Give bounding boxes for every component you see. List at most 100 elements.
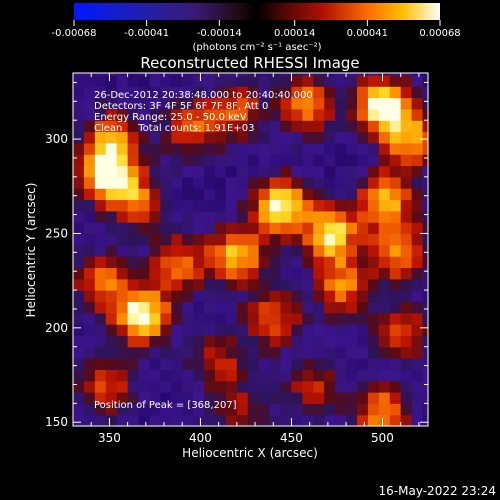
heatmap-cell: [193, 256, 205, 269]
heatmap-cell: [149, 335, 161, 348]
heatmap-cell: [225, 120, 238, 133]
heatmap-cell: [258, 414, 271, 427]
heatmap-cell: [346, 86, 358, 99]
heatmap-cell: [422, 278, 429, 291]
heatmap-cell: [94, 256, 107, 269]
heatmap-cell: [280, 278, 293, 291]
heatmap-cell: [193, 301, 205, 314]
heatmap-cell: [236, 142, 249, 155]
heatmap-cell: [346, 74, 358, 87]
heatmap-cell: [389, 290, 402, 303]
heatmap-cell: [116, 403, 129, 416]
heatmap-cell: [215, 74, 227, 87]
heatmap-cell: [280, 403, 293, 416]
heatmap-cell: [378, 222, 391, 235]
heatmap-cell: [171, 369, 183, 382]
heatmap-cell: [73, 131, 85, 144]
heatmap-cell: [357, 290, 369, 303]
heatmap-cell: [422, 301, 429, 314]
heatmap-cell: [182, 358, 194, 370]
heatmap-cell: [367, 256, 380, 269]
heatmap-cell: [400, 210, 413, 223]
heatmap-cell: [138, 278, 151, 291]
heatmap-cell: [269, 290, 282, 303]
heatmap-cell: [280, 120, 293, 133]
heatmap-cell: [269, 74, 282, 87]
heatmap-cell: [204, 86, 216, 99]
heatmap-cell: [247, 233, 260, 246]
heatmap-cell: [258, 165, 271, 178]
heatmap-cell: [204, 165, 216, 178]
heatmap-cell: [280, 108, 293, 121]
heatmap-cell: [313, 403, 325, 416]
heatmap-cell: [149, 380, 161, 393]
heatmap-cell: [105, 267, 118, 280]
heatmap-cell: [280, 346, 293, 359]
heatmap-cell: [73, 210, 85, 223]
heatmap-cell: [280, 86, 293, 99]
heatmap-cell: [204, 131, 216, 144]
heatmap-cell: [335, 414, 347, 427]
heatmap-cell: [182, 267, 194, 280]
heatmap-cell: [291, 392, 303, 404]
heatmap-cell: [94, 244, 107, 257]
heatmap-cell: [160, 414, 172, 427]
heatmap-cell: [422, 222, 429, 235]
heatmap-cell: [357, 414, 369, 427]
heatmap-cell: [367, 346, 380, 359]
heatmap-cell: [105, 142, 118, 155]
heatmap-cell: [160, 256, 172, 269]
heatmap-cell: [400, 256, 413, 269]
heatmap-cell: [83, 154, 96, 167]
heatmap-cell: [346, 199, 358, 212]
heatmap-cell: [225, 154, 238, 167]
heatmap-cell: [73, 74, 85, 87]
heatmap-cell: [367, 324, 380, 336]
heatmap-cell: [367, 267, 380, 280]
heatmap-cell: [258, 142, 271, 155]
heatmap-cell: [105, 188, 118, 201]
heatmap-cell: [335, 165, 347, 178]
heatmap-cell: [302, 414, 314, 427]
heatmap-cell: [236, 256, 249, 269]
heatmap-cell: [400, 74, 413, 87]
heatmap-cell: [105, 380, 118, 393]
heatmap-cell: [94, 97, 107, 110]
heatmap-cell: [280, 233, 293, 246]
chart-title: Reconstructed RHESSI Image: [140, 54, 359, 72]
heatmap-cell: [94, 188, 107, 201]
heatmap-cell: [269, 210, 282, 223]
heatmap-cell: [215, 301, 227, 314]
heatmap-cell: [378, 312, 391, 325]
heatmap-cell: [258, 403, 271, 416]
heatmap-cell: [149, 154, 161, 167]
heatmap-cell: [367, 403, 380, 416]
heatmap-cell: [335, 256, 347, 269]
heatmap-cell: [83, 74, 96, 87]
heatmap-cell: [83, 346, 96, 359]
heatmap-cell: [335, 301, 347, 314]
heatmap-cell: [73, 335, 85, 348]
heatmap-cell: [324, 244, 336, 257]
heatmap-cell: [247, 108, 260, 121]
heatmap-cell: [313, 222, 325, 235]
heatmap-cell: [335, 154, 347, 167]
heatmap-cell: [236, 358, 249, 370]
heatmap-cell: [302, 256, 314, 269]
heatmap-cell: [204, 176, 216, 189]
heatmap-cell: [367, 73, 380, 76]
heatmap-cell: [225, 335, 238, 348]
heatmap-cell: [105, 335, 118, 348]
heatmap-cell: [138, 233, 151, 246]
heatmap-cell: [127, 199, 140, 212]
heatmap-cell: [94, 86, 107, 99]
heatmap-cell: [324, 233, 336, 246]
heatmap-cell: [389, 414, 402, 427]
heatmap-cell: [116, 233, 129, 246]
heatmap-cell: [127, 290, 140, 303]
heatmap-cell: [291, 369, 303, 382]
heatmap-cell: [324, 267, 336, 280]
heatmap-cell: [83, 392, 96, 404]
heatmap-cell: [204, 278, 216, 291]
heatmap-cell: [335, 290, 347, 303]
